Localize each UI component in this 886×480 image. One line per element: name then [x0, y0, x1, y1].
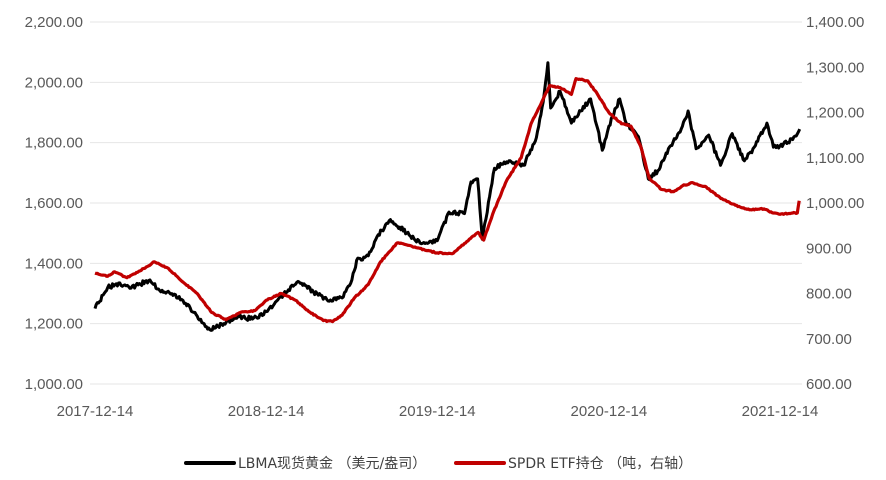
- right-axis-ticks: 600.00 700.00 800.00 900.00 1,000.00 1,100.00…: [806, 14, 864, 393]
- legend: LBMA现货黄金 （美元/盎司） SPDR ETF持仓 （吨，右轴）: [184, 455, 692, 472]
- right-tick-label: 600.00: [806, 376, 852, 393]
- right-tick-label: 700.00: [806, 331, 852, 348]
- series-line-lbma-gold: [93, 61, 802, 332]
- left-tick-label: 1,000.00: [25, 376, 83, 393]
- series-lines: [93, 61, 802, 332]
- x-axis-ticks: 2017-12-14 2018-12-14 2019-12-14 2020-12-14…: [57, 403, 819, 420]
- right-tick-label: 1,100.00: [806, 150, 864, 167]
- left-tick-label: 1,200.00: [25, 316, 83, 333]
- right-tick-label: 1,200.00: [806, 105, 864, 122]
- left-axis-ticks: 1,000.00 1,200.00 1,400.00 1,600.00 1,800.00…: [25, 14, 83, 393]
- right-tick-label: 900.00: [806, 240, 852, 257]
- right-tick-label: 1,400.00: [806, 14, 864, 31]
- x-tick-label: 2020-12-14: [571, 403, 648, 420]
- legend-label-lbma-gold: LBMA现货黄金 （美元/盎司）: [238, 455, 426, 472]
- gridlines: [90, 21, 802, 385]
- left-tick-label: 1,600.00: [25, 195, 83, 212]
- x-tick-label: 2021-12-14: [742, 403, 819, 420]
- x-tick-label: 2018-12-14: [228, 403, 305, 420]
- right-tick-label: 800.00: [806, 286, 852, 303]
- legend-label-spdr-etf: SPDR ETF持仓 （吨，右轴）: [508, 456, 692, 472]
- left-tick-label: 1,800.00: [25, 135, 83, 152]
- left-tick-label: 2,200.00: [25, 14, 83, 31]
- x-tick-label: 2019-12-14: [399, 403, 476, 420]
- series-line-spdr-etf: [94, 76, 801, 324]
- x-tick-label: 2017-12-14: [57, 403, 134, 420]
- left-tick-label: 2,000.00: [25, 74, 83, 91]
- right-tick-label: 1,300.00: [806, 59, 864, 76]
- right-tick-label: 1,000.00: [806, 195, 864, 212]
- left-tick-label: 1,400.00: [25, 255, 83, 272]
